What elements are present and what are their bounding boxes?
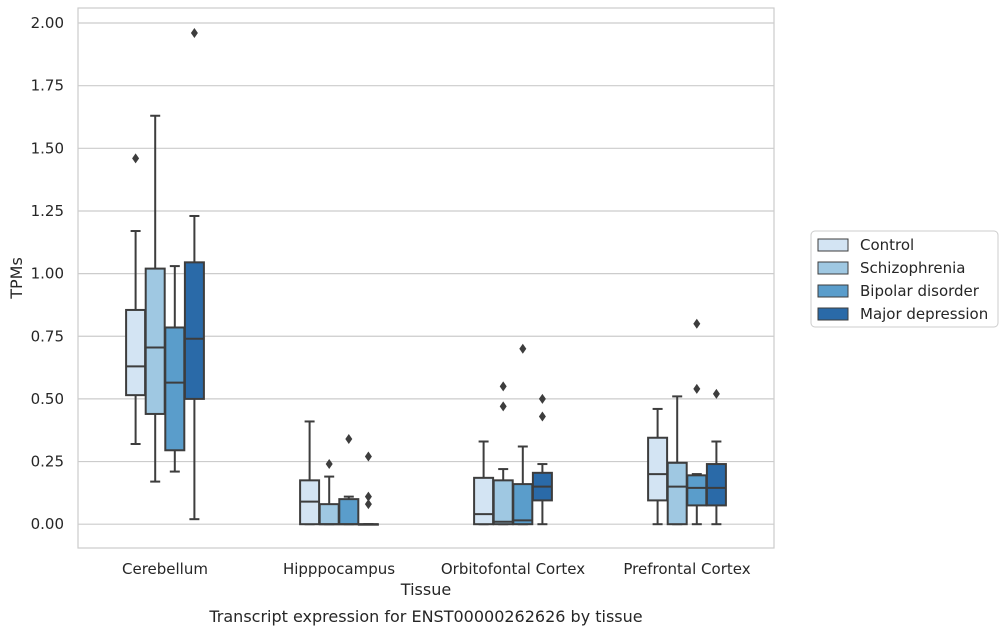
box-iqr	[647, 436, 669, 502]
outlier-point	[693, 318, 701, 329]
outlier-point	[538, 411, 546, 422]
outlier-point	[499, 381, 507, 392]
box	[666, 395, 688, 526]
outlier-point	[538, 393, 546, 404]
outlier-point	[712, 388, 720, 399]
box-plot-series	[125, 28, 727, 526]
box-iqr	[144, 267, 166, 415]
y-tick-label: 0.00	[31, 515, 64, 533]
y-tick-label: 1.00	[31, 265, 64, 283]
outlier-point	[364, 499, 372, 510]
y-tick-label: 0.75	[31, 327, 64, 345]
box	[318, 459, 340, 526]
legend-item: Bipolar disorder	[817, 282, 980, 300]
box-iqr	[492, 479, 514, 526]
legend-item: Schizophrenia	[817, 259, 965, 277]
legend-item: Control	[817, 236, 914, 254]
legend-label: Major depression	[860, 305, 988, 323]
series-schizophrenia	[144, 114, 688, 526]
outlier-point	[190, 28, 198, 39]
box	[492, 381, 514, 526]
series-bipolar-disorder	[164, 265, 708, 526]
box-iqr	[183, 261, 205, 400]
legend-swatch	[817, 261, 849, 275]
series-control	[125, 153, 669, 526]
box	[299, 420, 321, 526]
box	[473, 440, 495, 526]
x-axis-ticks: Cerebellum Hipppocampus Orbitofontal Corte…	[122, 560, 751, 578]
legend-label: Control	[860, 236, 914, 254]
box	[357, 451, 379, 526]
box	[338, 433, 360, 526]
x-axis-label: Tissue	[400, 580, 451, 599]
box-iqr	[338, 498, 360, 526]
series-major-depression	[183, 28, 727, 526]
outlier-point	[364, 491, 372, 502]
y-tick-label: 1.25	[31, 202, 64, 220]
box-iqr	[666, 461, 688, 526]
outlier-point	[345, 433, 353, 444]
box	[125, 153, 147, 446]
box-iqr	[164, 326, 186, 452]
outlier-point	[519, 343, 527, 354]
x-tick-label: Cerebellum	[122, 560, 208, 578]
legend-label: Schizophrenia	[860, 259, 965, 277]
legend-label: Bipolar disorder	[860, 282, 980, 300]
chart-caption: Transcript expression for ENST0000026262…	[208, 607, 642, 626]
legend-swatch	[817, 307, 849, 321]
y-tick-label: 0.50	[31, 390, 64, 408]
y-axis-label: TPMs	[7, 257, 26, 300]
y-tick-label: 2.00	[31, 14, 64, 32]
box	[164, 265, 186, 473]
box	[531, 393, 553, 526]
plot-frame	[77, 7, 775, 549]
box	[183, 28, 205, 521]
y-axis-ticks: 0.00 0.25 0.50 0.75 1.00 1.25 1.50 1.75 2.00	[31, 14, 64, 533]
box-iqr	[473, 476, 495, 526]
legend-box	[810, 230, 999, 328]
legend-item: Major depression	[817, 305, 988, 323]
box	[512, 343, 534, 526]
x-tick-label: Orbitofontal Cortex	[441, 560, 585, 578]
box-iqr	[318, 503, 340, 526]
box-iqr	[512, 483, 534, 526]
box	[705, 388, 727, 526]
outlier-point	[132, 153, 140, 164]
legend: Control Schizophrenia Bipolar disorder Majo…	[810, 230, 999, 328]
box-iqr	[705, 463, 727, 507]
y-tick-label: 1.75	[31, 77, 64, 95]
legend-swatch	[817, 284, 849, 298]
y-tick-label: 1.50	[31, 139, 64, 157]
outlier-point	[364, 451, 372, 462]
box-iqr	[686, 474, 708, 507]
legend-swatch	[817, 238, 849, 252]
x-tick-label: Prefrontal Cortex	[623, 560, 750, 578]
box	[647, 407, 669, 526]
outlier-point	[325, 459, 333, 470]
outlier-point	[499, 401, 507, 412]
box	[144, 114, 166, 483]
box	[686, 318, 708, 526]
y-tick-label: 0.25	[31, 453, 64, 471]
x-tick-label: Hipppocampus	[283, 560, 395, 578]
box-iqr	[125, 308, 147, 397]
outlier-point	[693, 383, 701, 394]
